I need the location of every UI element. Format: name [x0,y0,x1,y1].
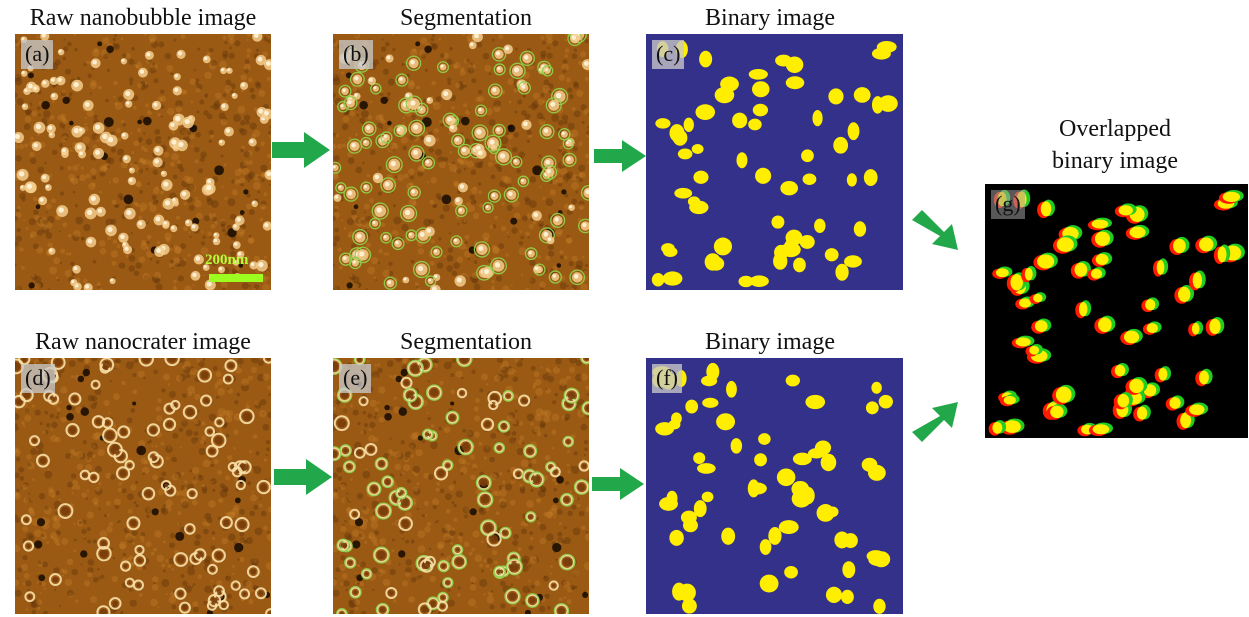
scale-bar-label: 200nm [205,252,249,268]
panel-label-g: (g) [991,190,1025,219]
title-overlapped-line2: binary image [1052,148,1178,174]
title-segmentation-bottom: Segmentation [400,329,532,355]
panel-label-c: (c) [652,40,685,69]
title-binary-bottom: Binary image [705,329,835,355]
title-binary-top: Binary image [705,5,835,31]
title-raw-nanobubble: Raw nanobubble image [29,5,257,31]
panel-label-e: (e) [339,364,372,393]
title-segmentation-top: Segmentation [400,5,532,31]
title-overlapped-line1: Overlapped [1059,116,1171,142]
panel-f-binary-image: (f) [646,358,903,614]
panel-c-binary-image: (c) [646,34,903,290]
panel-a-raw-nanobubble-image: (a) 200nm [15,34,271,290]
title-raw-nanocrater: Raw nanocrater image [35,329,251,355]
arrow-e-to-f [592,468,644,500]
arrow-f-to-g [912,402,958,442]
panel-g-overlapped-binary-image: (g) [985,184,1248,438]
panel-label-d: (d) [21,364,55,393]
panel-label-b: (b) [339,40,373,69]
scale-bar [209,274,263,282]
panel-b-segmentation: (b) [333,34,589,290]
arrow-c-to-g [912,210,958,250]
panel-e-segmentation: (e) [333,358,589,614]
arrow-d-to-e [274,459,332,495]
panel-d-raw-nanocrater-image: (d) [15,358,271,614]
panel-label-f: (f) [652,364,682,393]
panel-label-a: (a) [21,40,54,69]
arrow-a-to-b [272,132,330,168]
arrow-b-to-c [594,140,646,172]
